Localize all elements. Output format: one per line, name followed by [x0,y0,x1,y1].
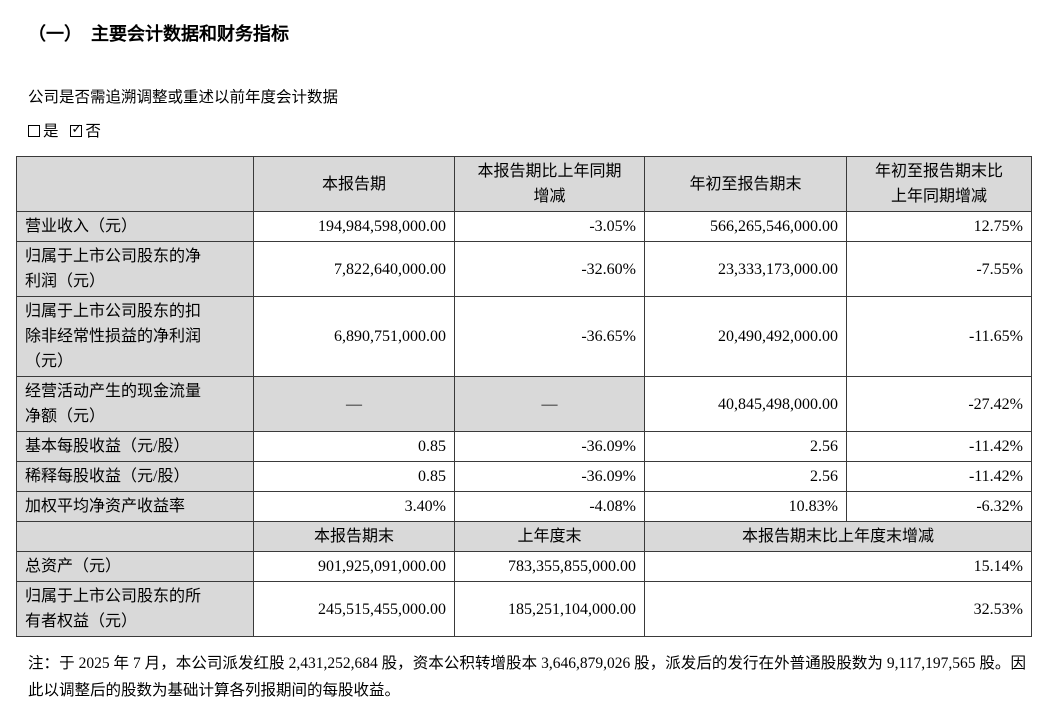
cell-end-of-period: 245,515,455,000.00 [253,581,455,637]
cell-end-of-period: 901,925,091,000.00 [253,551,455,582]
cell-current: 3.40% [253,491,455,522]
cell-ytd: 23,333,173,000.00 [644,241,847,297]
table-header-row-end-of-period: 本报告期末 上年度末 本报告期末比上年度末增减 [16,521,1032,552]
table-header-row-period: 本报告期 本报告期比上年同期 增减 年初至报告期末 年初至报告期末比 上年同期增… [16,156,1032,212]
table-row-total-assets: 总资产（元） 901,925,091,000.00 783,355,855,00… [16,551,1032,582]
table-row-equity-attributable: 归属于上市公司股东的所 有者权益（元） 245,515,455,000.00 1… [16,581,1032,637]
option-yes[interactable]: 是 [28,123,59,140]
cell-yoy: -3.05% [454,211,645,242]
header-yoy-change: 本报告期比上年同期 增减 [454,156,645,212]
table-row-net-profit: 归属于上市公司股东的净 利润（元） 7,822,640,000.00 -32.6… [16,241,1032,297]
cell-ytd-yoy: -11.42% [846,431,1032,462]
option-yes-label: 是 [43,123,59,140]
table-row-revenue: 营业收入（元） 194,984,598,000.00 -3.05% 566,26… [16,211,1032,242]
option-no-label: 否 [85,123,101,140]
cell-current: 0.85 [253,431,455,462]
row-label: 总资产（元） [16,551,254,582]
cell-ytd: 20,490,492,000.00 [644,296,847,377]
cell-yoy: -4.08% [454,491,645,522]
section-title: （一） 主要会计数据和财务指标 [28,24,289,44]
table-row-basic-eps: 基本每股收益（元/股） 0.85 -36.09% 2.56 -11.42% [16,431,1032,462]
row-label: 稀释每股收益（元/股） [16,461,254,492]
footnote: 注：于 2025 年 7 月，本公司派发红股 2,431,252,684 股，资… [28,655,1026,699]
row-label: 归属于上市公司股东的所 有者权益（元） [16,581,254,637]
checkbox-checked-icon[interactable] [70,123,83,137]
table-row-operating-cash-flow: 经营活动产生的现金流量 净额（元） — — 40,845,498,000.00 … [16,376,1032,432]
key-financials-table: 本报告期 本报告期比上年同期 增减 年初至报告期末 年初至报告期末比 上年同期增… [16,156,1032,637]
cell-ytd: 2.56 [644,431,847,462]
row-label: 加权平均净资产收益率 [16,491,254,522]
header-end-vs-prior-change: 本报告期末比上年度末增减 [644,521,1032,552]
cell-yoy: -36.09% [454,431,645,462]
cell-ytd-yoy: -11.65% [846,296,1032,377]
header-ytd-yoy-change: 年初至报告期末比 上年同期增减 [846,156,1032,212]
cell-current: 6,890,751,000.00 [253,296,455,377]
row-label: 基本每股收益（元/股） [16,431,254,462]
table-row-net-profit-excl-nonrecurring: 归属于上市公司股东的扣 除非经常性损益的净利润 （元） 6,890,751,00… [16,296,1032,377]
checkbox-unchecked-icon[interactable] [28,125,40,137]
header-prior-year-end: 上年度末 [454,521,645,552]
cell-ytd-yoy: -27.42% [846,376,1032,432]
row-label: 归属于上市公司股东的净 利润（元） [16,241,254,297]
cell-ytd-yoy: -11.42% [846,461,1032,492]
restatement-question: 公司是否需追溯调整或重述以前年度会计数据 [28,89,339,106]
cell-ytd-yoy: 12.75% [846,211,1032,242]
option-no[interactable]: 否 [70,123,101,140]
row-label: 归属于上市公司股东的扣 除非经常性损益的净利润 （元） [16,296,254,377]
cell-yoy: -36.65% [454,296,645,377]
header-blank-cell [16,156,254,212]
table-row-diluted-eps: 稀释每股收益（元/股） 0.85 -36.09% 2.56 -11.42% [16,461,1032,492]
header-current-period: 本报告期 [253,156,455,212]
cell-current: 7,822,640,000.00 [253,241,455,297]
header-ytd: 年初至报告期末 [644,156,847,212]
restatement-options: 是 否 [28,122,1030,142]
cell-ytd: 10.83% [644,491,847,522]
cell-prior-year-end: 185,251,104,000.00 [454,581,645,637]
cell-ytd: 566,265,546,000.00 [644,211,847,242]
cell-ytd-yoy: -7.55% [846,241,1032,297]
cell-ytd: 2.56 [644,461,847,492]
cell-yoy: -32.60% [454,241,645,297]
header-blank-cell [16,521,254,552]
row-label: 营业收入（元） [16,211,254,242]
cell-change: 32.53% [644,581,1032,637]
table-row-weighted-avg-roe: 加权平均净资产收益率 3.40% -4.08% 10.83% -6.32% [16,491,1032,522]
cell-prior-year-end: 783,355,855,000.00 [454,551,645,582]
cell-current: 0.85 [253,461,455,492]
cell-current: 194,984,598,000.00 [253,211,455,242]
cell-current-dash: — [253,376,455,432]
header-end-of-period: 本报告期末 [253,521,455,552]
row-label: 经营活动产生的现金流量 净额（元） [16,376,254,432]
cell-change: 15.14% [644,551,1032,582]
cell-yoy-dash: — [454,376,645,432]
cell-ytd-yoy: -6.32% [846,491,1032,522]
cell-ytd: 40,845,498,000.00 [644,376,847,432]
cell-yoy: -36.09% [454,461,645,492]
